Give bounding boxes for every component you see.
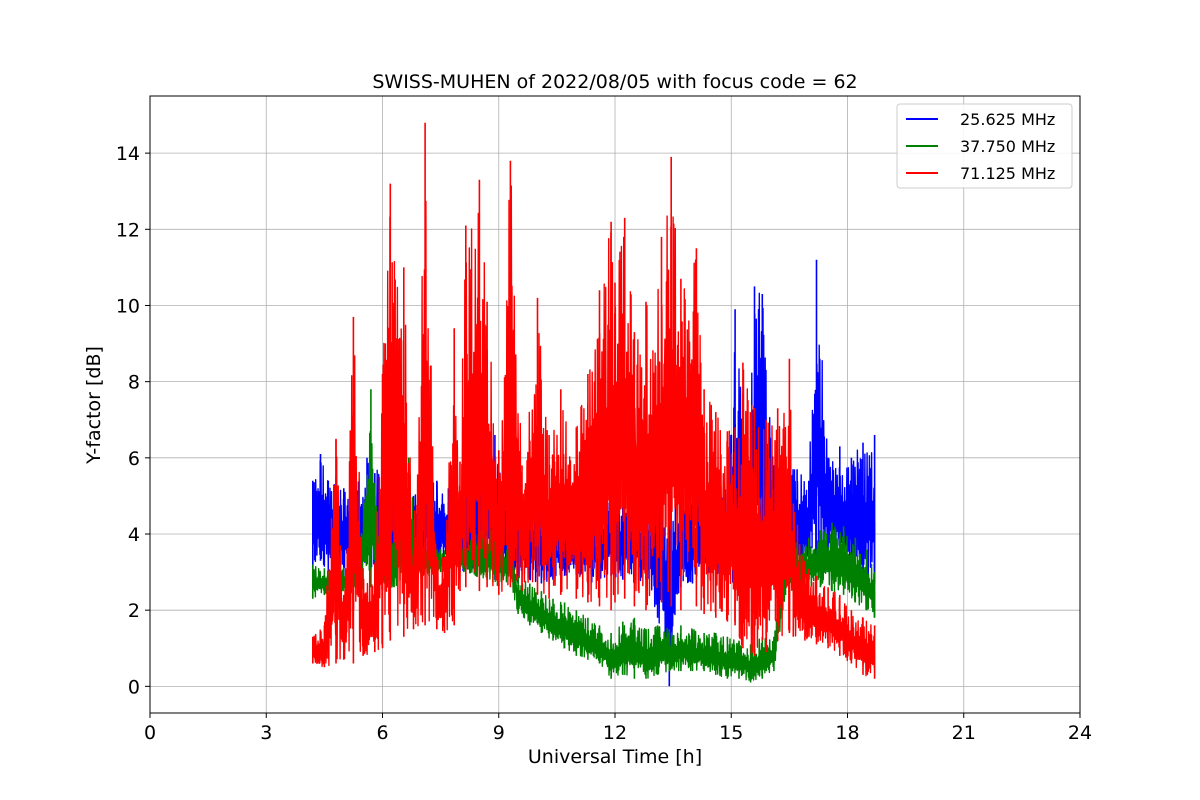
y-tick-label: 6 (128, 448, 140, 470)
x-tick-label: 6 (376, 722, 388, 744)
x-tick-label: 9 (493, 722, 505, 744)
y-tick-label: 14 (116, 143, 140, 165)
x-tick-label: 12 (603, 722, 627, 744)
y-tick-label: 2 (128, 600, 140, 622)
y-tick-label: 12 (116, 219, 140, 241)
chart-title: SWISS-MUHEN of 2022/08/05 with focus cod… (372, 71, 857, 93)
legend-label-37-750: 37.750 MHz (960, 137, 1055, 156)
y-tick-label: 8 (128, 372, 140, 394)
series-spikes-2 (312, 122, 876, 679)
legend-label-25-625: 25.625 MHz (960, 110, 1055, 129)
x-tick-label: 24 (1068, 722, 1092, 744)
x-tick-label: 15 (719, 722, 743, 744)
x-tick-label: 3 (260, 722, 272, 744)
x-axis-label: Universal Time [h] (528, 746, 702, 768)
y-tick-label: 0 (128, 676, 140, 698)
y-axis-label: Y-factor [dB] (83, 346, 105, 465)
legend: 25.625 MHz 37.750 MHz 71.125 MHz (896, 103, 1073, 189)
legend-box (896, 103, 1073, 189)
y-tick-label: 4 (128, 524, 140, 546)
plot-series-group (312, 122, 876, 687)
series-line-2 (312, 185, 876, 677)
x-tick-label: 18 (835, 722, 859, 744)
x-axis: 0 3 6 9 12 15 18 21 24 (144, 713, 1092, 744)
x-tick-label: 21 (952, 722, 976, 744)
x-tick-label: 0 (144, 722, 156, 744)
legend-label-71-125: 71.125 MHz (960, 164, 1055, 183)
y-axis: 0 2 4 6 8 10 12 14 (116, 143, 150, 698)
y-tick-label: 10 (116, 295, 140, 317)
